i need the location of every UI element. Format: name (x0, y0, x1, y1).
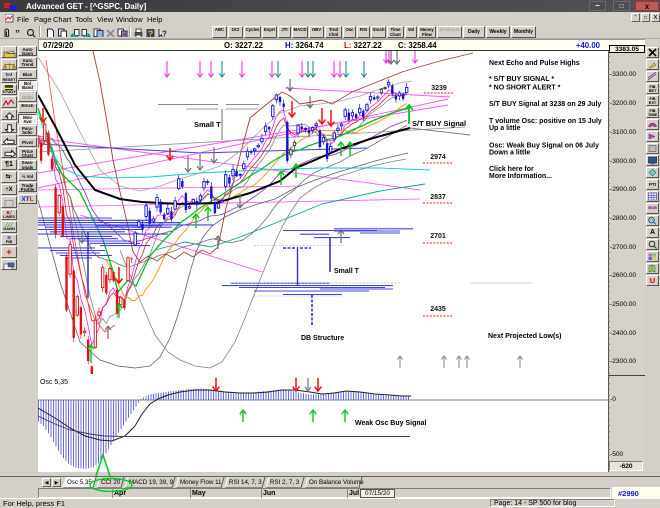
svg-text:Osc 5,35: Osc 5,35 (40, 379, 68, 386)
svg-text:Next Projected Low(s): Next Projected Low(s) (488, 333, 562, 340)
svg-text:Weak Osc Buy Signal: Weak Osc Buy Signal (355, 420, 427, 427)
svg-text:Up a little: Up a little (489, 125, 521, 132)
svg-text:Down a little: Down a little (489, 150, 530, 157)
svg-text:* NO SHORT ALERT *: * NO SHORT ALERT * (489, 85, 561, 92)
svg-text:3239: 3239 (431, 85, 447, 92)
svg-text:?: ? (162, 30, 167, 38)
svg-text:Click here for: Click here for (489, 166, 534, 173)
svg-text:2837: 2837 (430, 194, 446, 201)
svg-text:DB Structure: DB Structure (301, 335, 344, 342)
svg-text:Small T: Small T (334, 268, 360, 275)
svg-text:* S/T BUY SIGNAL *: * S/T BUY SIGNAL * (489, 76, 554, 83)
svg-text:Small T: Small T (194, 120, 221, 129)
svg-text:”: ” (15, 29, 20, 37)
svg-text:?: ? (148, 29, 153, 37)
svg-text:S/T BUY Signal at 3238 on 29 J: S/T BUY Signal at 3238 on 29 July (489, 101, 601, 108)
svg-text:T volume Osc: positive on 15 J: T volume Osc: positive on 15 July (489, 118, 602, 125)
svg-text:Next Echo and Pulse Highs: Next Echo and Pulse Highs (489, 60, 580, 67)
svg-text:2435: 2435 (430, 306, 446, 313)
svg-text:2974: 2974 (430, 154, 446, 161)
svg-text:Elliott: Elliott (4, 106, 16, 108)
svg-text:More Information...: More Information... (489, 173, 552, 180)
svg-text:S/T BUY Signal: S/T BUY Signal (412, 119, 466, 128)
svg-text:2701: 2701 (430, 233, 446, 240)
svg-text:Osc: Weak Buy Signal on 06 Jul: Osc: Weak Buy Signal on 06 July (489, 143, 599, 150)
